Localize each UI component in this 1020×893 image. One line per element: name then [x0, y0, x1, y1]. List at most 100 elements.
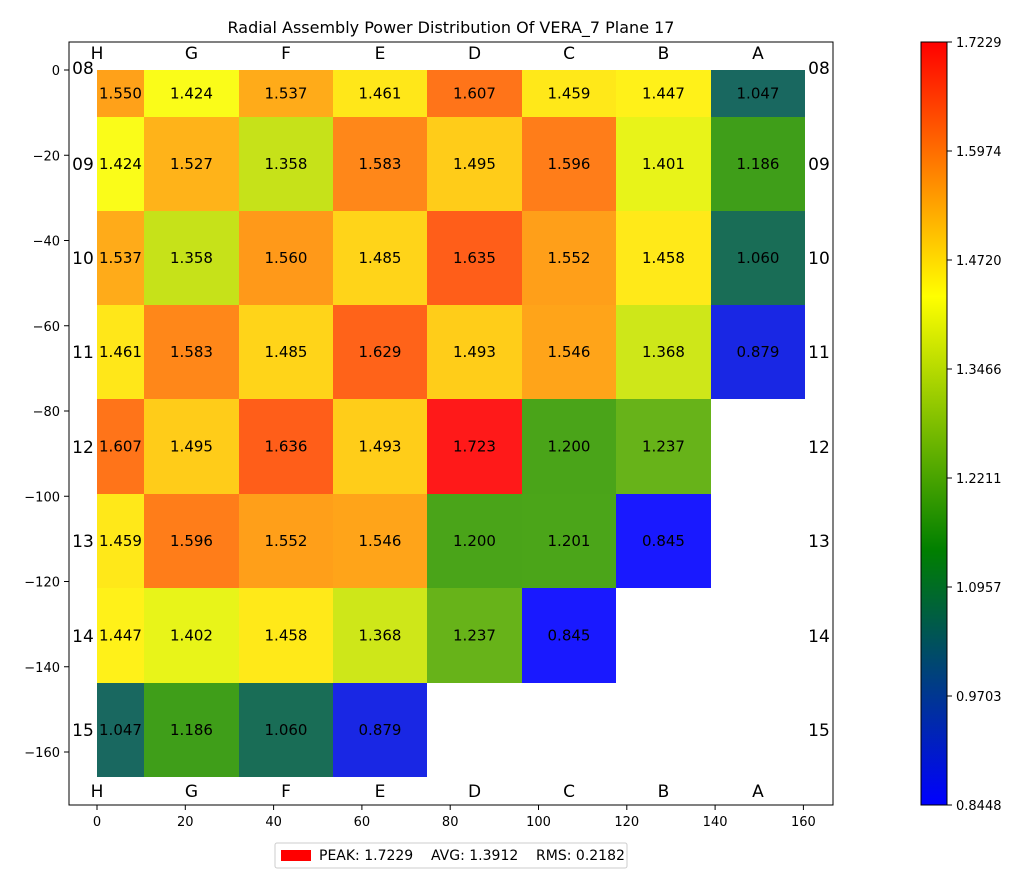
heatmap-cell: [97, 305, 144, 399]
legend-swatch: [281, 850, 311, 861]
heatmap-cell: [97, 211, 144, 305]
cell-value-label: 1.723: [453, 438, 496, 456]
colorbar-tick-label: 0.9703: [956, 690, 1002, 705]
column-label: E: [375, 782, 386, 802]
column-label: F: [281, 782, 291, 802]
heatmap-cell: [616, 211, 711, 305]
cell-value-label: 1.607: [99, 438, 142, 456]
cell-value-label: 1.447: [99, 627, 142, 645]
y-tick-label: −140: [24, 661, 60, 676]
heatmap-cell: [711, 70, 805, 117]
cell-value-label: 1.629: [359, 343, 402, 361]
heatmap-cell: [239, 399, 333, 494]
cell-value-label: 1.459: [548, 85, 591, 103]
y-tick-label: −40: [33, 235, 60, 250]
cell-value-label: 1.459: [99, 532, 142, 550]
cell-value-label: 1.546: [359, 532, 402, 550]
heatmap-cell: [711, 117, 805, 211]
cell-value-label: 1.358: [265, 155, 308, 173]
x-tick-label: 60: [354, 815, 371, 830]
heatmap-cell: [522, 117, 616, 211]
column-label: B: [658, 44, 670, 64]
y-tick-label: −160: [24, 746, 60, 761]
y-tick-label: 0: [52, 64, 60, 79]
heatmap-cell: [616, 494, 711, 588]
cell-value-label: 1.550: [99, 85, 142, 103]
legend: PEAK: 1.7229 AVG: 1.3912 RMS: 0.2182: [274, 842, 628, 869]
y-tick-label: −20: [33, 149, 60, 164]
cell-value-label: 1.047: [99, 721, 142, 739]
heatmap-cell: [427, 494, 522, 588]
x-tick-label: 40: [265, 815, 282, 830]
cell-value-label: 1.596: [548, 155, 591, 173]
cell-value-label: 1.200: [453, 532, 496, 550]
legend-text: PEAK: 1.7229 AVG: 1.3912 RMS: 0.2182: [319, 848, 625, 864]
heatmap-cell: [616, 305, 711, 399]
cell-value-label: 0.845: [548, 627, 591, 645]
heatmap-cell: [333, 211, 427, 305]
row-label: 08: [72, 59, 94, 79]
y-tick-label: −120: [24, 576, 60, 591]
heatmap-cell: [616, 70, 711, 117]
heatmap-cell: [333, 305, 427, 399]
heatmap-cell: [427, 588, 522, 683]
heatmap-cell: [427, 211, 522, 305]
heatmap-cell: [97, 117, 144, 211]
x-tick-label: 80: [442, 815, 459, 830]
heatmap-cell: [333, 399, 427, 494]
axis-ticks: 0 20 40 60 80 100 120 140 160 0 −20 −40 −60 −80 −100 −1…: [24, 64, 816, 830]
cell-value-label: 1.047: [737, 85, 780, 103]
colorbar-tick-label: 1.2211: [956, 472, 1002, 487]
colorbar-tick-label: 1.7229: [956, 36, 1002, 51]
row-label: 10: [72, 249, 94, 269]
cell-value-label: 1.527: [170, 155, 213, 173]
cell-value-label: 1.237: [453, 627, 496, 645]
column-label: E: [375, 44, 386, 64]
cell-value-label: 1.583: [170, 343, 213, 361]
column-label: C: [563, 44, 575, 64]
row-label: 09: [808, 155, 830, 175]
cell-value-label: 1.424: [99, 155, 142, 173]
y-tick-label: −60: [33, 320, 60, 335]
cell-value-label: 1.495: [170, 438, 213, 456]
heatmap-cell: [239, 305, 333, 399]
colorbar-tick-label: 1.5974: [956, 145, 1002, 160]
heatmap-cell: [239, 70, 333, 117]
cell-value-label: 1.186: [170, 721, 213, 739]
assembly-labels: H H G G F F E E D D C C B B A A 08 08 09 09 10 10 11 11 12 12 13 13…: [72, 44, 830, 802]
cell-value-label: 1.200: [548, 438, 591, 456]
heatmap-cell: [333, 588, 427, 683]
heatmap-cell: [427, 399, 522, 494]
heatmap-cell: [616, 117, 711, 211]
heatmap-cell: [239, 683, 333, 777]
colorbar: 1.7229 1.5974 1.4720 1.3466 1.2211 1.0957 0.97…: [920, 36, 1002, 814]
cell-value-label: 1.552: [265, 532, 308, 550]
cell-value-label: 1.458: [642, 249, 685, 267]
row-label: 12: [808, 438, 830, 458]
column-label: B: [658, 782, 670, 802]
heatmap-cell: [97, 683, 144, 777]
heatmap-cells: 1.550 1.424 1.537 1.461 1.607 1.459 1.447 1.047…: [97, 70, 805, 777]
row-label: 08: [808, 59, 830, 79]
colorbar-tick-label: 1.4720: [956, 254, 1002, 269]
row-label: 13: [72, 532, 94, 552]
heatmap-cell: [144, 117, 239, 211]
plot-frame: [68, 41, 834, 806]
cell-value-label: 1.461: [359, 85, 402, 103]
chart-title: Radial Assembly Power Distribution Of VE…: [228, 18, 675, 38]
row-label: 12: [72, 438, 94, 458]
cell-value-label: 1.060: [265, 721, 308, 739]
cell-value-label: 1.401: [642, 155, 685, 173]
x-tick-label: 160: [791, 815, 816, 830]
colorbar-gradient: [920, 41, 948, 806]
heatmap-cell: [522, 305, 616, 399]
heatmap-cell: [97, 399, 144, 494]
heatmap-cell: [427, 117, 522, 211]
heatmap-cell: [97, 494, 144, 588]
cell-value-label: 1.560: [265, 249, 308, 267]
cell-value-label: 1.368: [642, 343, 685, 361]
heatmap-cell: [239, 117, 333, 211]
y-tick-label: −100: [24, 490, 60, 505]
heatmap-cell: [522, 399, 616, 494]
cell-value-label: 1.495: [453, 155, 496, 173]
